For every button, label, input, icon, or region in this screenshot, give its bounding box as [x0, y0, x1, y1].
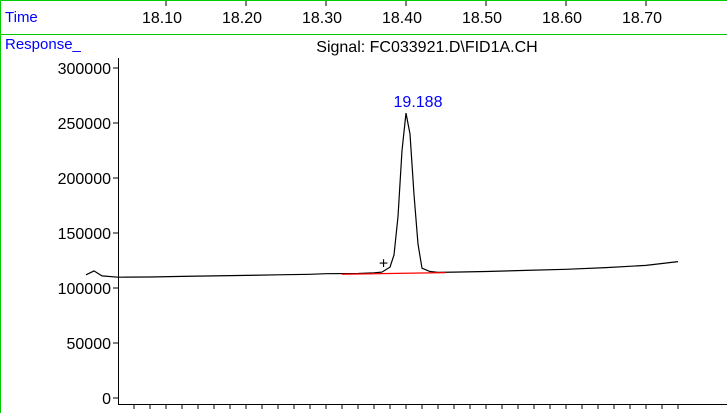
peak-start-marker: +	[379, 256, 388, 273]
y-tick-label: 50000	[67, 336, 112, 353]
time-tick-label: 18.50	[462, 10, 502, 27]
time-tick-label: 18.10	[142, 10, 182, 27]
y-tick-label: 250000	[58, 116, 111, 133]
y-tick-group: 0 50000 100000 150000 200000 250000 300000	[58, 61, 118, 408]
peak-retention-label: 19.188	[394, 94, 443, 111]
time-tick-label: 18.60	[542, 10, 582, 27]
time-tick-label: 18.40	[382, 10, 422, 27]
signal-trace	[85, 112, 679, 278]
y-tick-label: 0	[102, 391, 111, 408]
time-tick-label: 18.70	[622, 10, 662, 27]
y-tick-label: 100000	[58, 281, 111, 298]
y-tick-label: 200000	[58, 171, 111, 188]
x-minor-tick-group	[133, 404, 679, 409]
response-axis-label: Response_	[5, 36, 82, 53]
y-tick-label: 300000	[58, 61, 111, 78]
integration-baseline	[341, 272, 447, 275]
time-axis-label: Time	[5, 9, 38, 26]
y-tick-label: 150000	[58, 226, 111, 243]
time-tick-label: 18.30	[302, 10, 342, 27]
signal-title: Signal: FC033921.D\FID1A.CH	[316, 39, 537, 56]
time-tick-row: 18.10 18.20 18.30 18.40 18.50 18.60 18.70	[142, 1, 662, 27]
time-tick-label: 18.20	[222, 10, 262, 27]
